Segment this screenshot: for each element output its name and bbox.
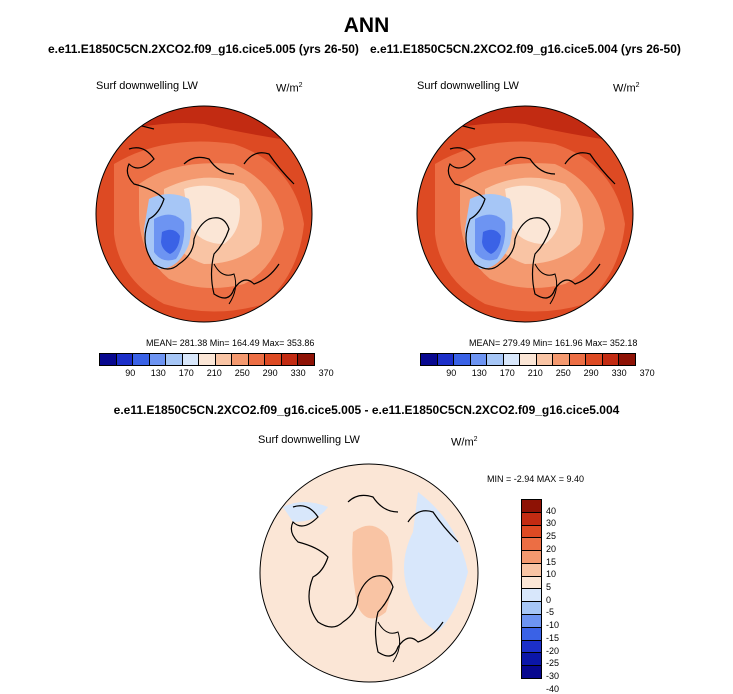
colorbar-swatch	[215, 354, 233, 365]
colorbar-swatch	[503, 354, 521, 365]
colorbar-swatch	[149, 354, 167, 365]
colorbar-swatch	[522, 500, 541, 513]
colorbar-swatch	[602, 354, 620, 365]
colorbar-swatch	[182, 354, 200, 365]
colorbar-tick-label: -15	[546, 632, 560, 643]
panel1-colorbar-ticks: 90 130 170 210 250 290 330 370	[99, 368, 333, 380]
panel2-stats: MEAN= 279.49 Min= 161.96 Max= 352.18	[469, 338, 638, 348]
colorbar-tick-label: 290	[262, 368, 278, 378]
panel1-variable-label: Surf downwelling LW	[96, 80, 198, 92]
colorbar-tick-label: -20	[546, 645, 560, 656]
colorbar-tick-label: 90	[125, 368, 136, 378]
colorbar-swatch	[522, 666, 541, 678]
difference-title: e.e11.E1850C5CN.2XCO2.f09_g16.cice5.005 …	[113, 403, 620, 417]
colorbar-tick-label: 30	[546, 518, 557, 529]
colorbar-tick-label: 170	[499, 368, 515, 378]
colorbar-tick-label: 370	[318, 368, 334, 378]
colorbar-swatch	[437, 354, 455, 365]
colorbar-tick-label: 330	[290, 368, 306, 378]
colorbar-swatch	[100, 354, 117, 365]
difference-stats: MIN = -2.94 MAX = 9.40	[487, 474, 585, 484]
panel2-variable-label: Surf downwelling LW	[417, 80, 519, 92]
colorbar-swatch	[265, 354, 282, 365]
difference-polar-map	[259, 463, 479, 683]
panel1-polar-map	[95, 105, 313, 323]
colorbar-swatch	[520, 354, 537, 365]
colorbar-swatch	[133, 354, 150, 365]
colorbar-swatch	[298, 354, 314, 365]
colorbar-swatch	[232, 354, 249, 365]
colorbar-swatch	[166, 354, 183, 365]
colorbar-tick-label: 330	[611, 368, 627, 378]
colorbar-tick-label: 0	[546, 594, 552, 605]
panel2-units-label: W/m2	[613, 82, 640, 95]
panel2-polar-map	[416, 105, 634, 323]
colorbar-swatch	[522, 589, 541, 603]
colorbar-swatch	[522, 615, 541, 628]
colorbar-swatch	[522, 576, 541, 590]
colorbar-swatch	[281, 354, 299, 365]
difference-colorbar	[521, 499, 542, 679]
colorbar-swatch	[199, 354, 216, 365]
colorbar-tick-label: 25	[546, 531, 557, 542]
panel2-colorbar	[420, 353, 636, 366]
colorbar-swatch	[522, 525, 541, 539]
colorbar-swatch	[522, 551, 541, 564]
colorbar-tick-label: 210	[527, 368, 543, 378]
colorbar-tick-label: 40	[546, 505, 557, 516]
panel2-case-title: e.e11.E1850C5CN.2XCO2.f09_g16.cice5.004 …	[370, 42, 681, 56]
figure-title: ANN	[343, 14, 390, 37]
colorbar-tick-label: 15	[546, 556, 557, 567]
colorbar-tick-label: -25	[546, 658, 560, 669]
colorbar-swatch	[470, 354, 488, 365]
panel1-colorbar	[99, 353, 315, 366]
colorbar-swatch	[536, 354, 554, 365]
difference-variable-label: Surf downwelling LW	[258, 434, 360, 446]
colorbar-tick-label: 20	[546, 543, 557, 554]
colorbar-swatch	[522, 627, 541, 641]
colorbar-tick-label: 130	[150, 368, 166, 378]
colorbar-tick-label: -40	[546, 683, 560, 694]
colorbar-tick-label: 210	[206, 368, 222, 378]
colorbar-swatch	[487, 354, 504, 365]
colorbar-swatch	[522, 653, 541, 667]
colorbar-swatch	[522, 640, 541, 654]
colorbar-swatch	[569, 354, 587, 365]
panel1-case-title: e.e11.E1850C5CN.2XCO2.f09_g16.cice5.005 …	[48, 42, 359, 56]
colorbar-swatch	[116, 354, 134, 365]
colorbar-swatch	[522, 602, 541, 616]
colorbar-swatch	[586, 354, 603, 365]
colorbar-tick-label: 10	[546, 569, 557, 580]
panel1-stats: MEAN= 281.38 Min= 164.49 Max= 353.86	[146, 338, 315, 348]
panel2-colorbar-ticks: 90 130 170 210 250 290 330 370	[420, 368, 654, 380]
colorbar-tick-label: 290	[583, 368, 599, 378]
colorbar-swatch	[522, 538, 541, 552]
panel1-units-label: W/m2	[276, 82, 303, 95]
colorbar-tick-label: 370	[639, 368, 655, 378]
colorbar-tick-label: 250	[234, 368, 250, 378]
colorbar-swatch	[248, 354, 266, 365]
colorbar-tick-label: -30	[546, 671, 560, 681]
colorbar-swatch	[454, 354, 471, 365]
colorbar-swatch	[522, 563, 541, 577]
colorbar-swatch	[553, 354, 570, 365]
difference-units-label: W/m2	[451, 436, 478, 449]
colorbar-tick-label: 130	[471, 368, 487, 378]
colorbar-tick-label: -10	[546, 620, 560, 631]
colorbar-tick-label: -5	[546, 607, 555, 618]
colorbar-swatch	[522, 512, 541, 526]
colorbar-tick-label: 5	[546, 582, 552, 592]
colorbar-swatch	[619, 354, 635, 365]
colorbar-tick-label: 250	[555, 368, 571, 378]
colorbar-tick-label: 170	[178, 368, 194, 378]
colorbar-swatch	[421, 354, 438, 365]
colorbar-tick-label: 90	[446, 368, 457, 378]
